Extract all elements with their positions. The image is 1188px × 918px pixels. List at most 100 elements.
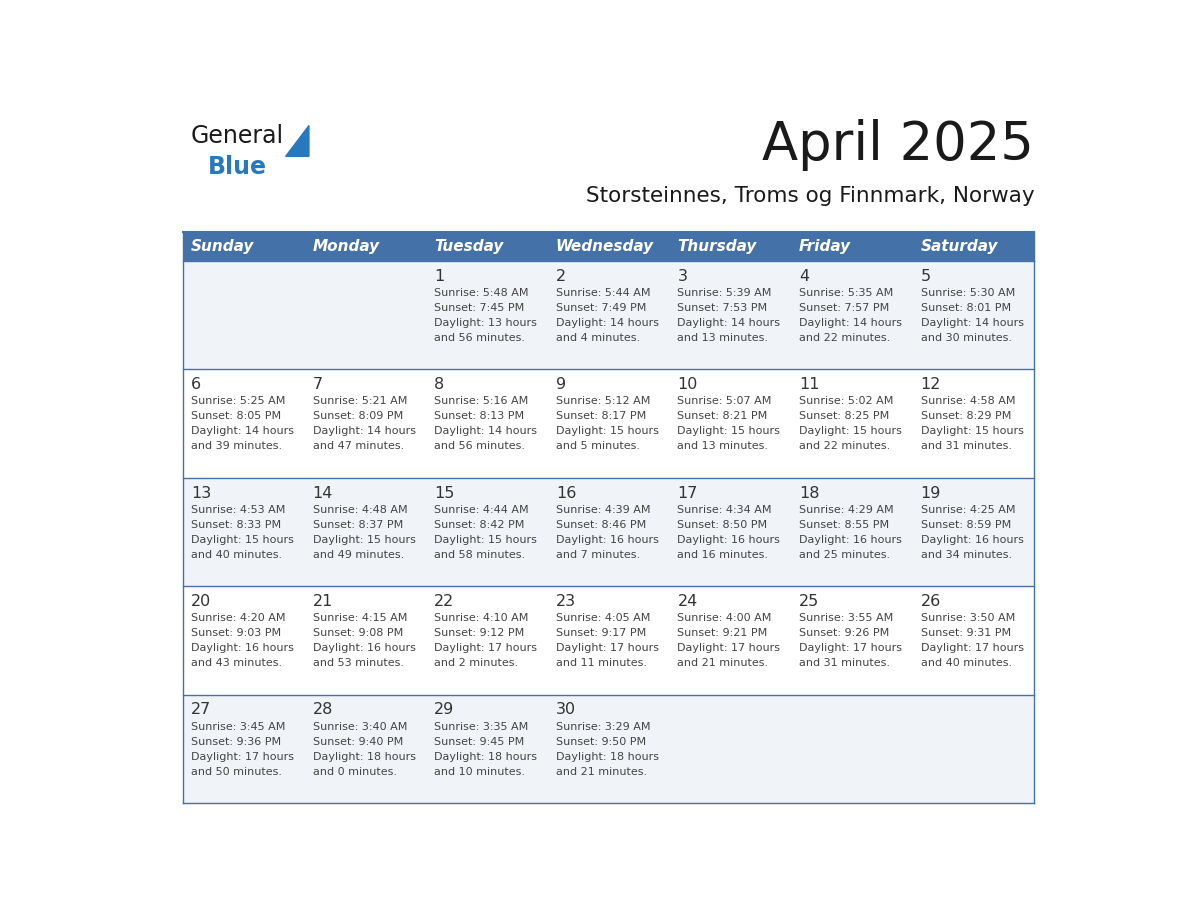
Text: Daylight: 17 hours: Daylight: 17 hours [921,644,1024,654]
Text: Sunrise: 5:25 AM: Sunrise: 5:25 AM [191,397,285,407]
Text: Sunrise: 3:45 AM: Sunrise: 3:45 AM [191,722,285,732]
Text: 30: 30 [556,702,576,718]
Text: and 21 minutes.: and 21 minutes. [677,658,769,668]
Text: and 11 minutes.: and 11 minutes. [556,658,646,668]
Text: Daylight: 15 hours: Daylight: 15 hours [921,427,1023,436]
Text: Sunrise: 4:48 AM: Sunrise: 4:48 AM [312,505,407,515]
Text: Daylight: 14 hours: Daylight: 14 hours [435,427,537,436]
Text: Sunset: 7:53 PM: Sunset: 7:53 PM [677,303,767,313]
Text: Daylight: 14 hours: Daylight: 14 hours [191,427,295,436]
Text: and 22 minutes.: and 22 minutes. [800,333,890,343]
Text: Thursday: Thursday [677,239,757,254]
Text: Daylight: 14 hours: Daylight: 14 hours [921,318,1024,328]
Text: Sunset: 8:01 PM: Sunset: 8:01 PM [921,303,1011,313]
Text: Sunset: 9:36 PM: Sunset: 9:36 PM [191,737,282,746]
Text: and 47 minutes.: and 47 minutes. [312,442,404,452]
Text: Sunset: 8:33 PM: Sunset: 8:33 PM [191,520,282,530]
Text: 2: 2 [556,269,565,284]
Text: 29: 29 [435,702,455,718]
Text: and 5 minutes.: and 5 minutes. [556,442,640,452]
Text: Sunrise: 5:07 AM: Sunrise: 5:07 AM [677,397,772,407]
Text: Wednesday: Wednesday [556,239,653,254]
Text: 23: 23 [556,594,576,609]
Text: Sunrise: 5:16 AM: Sunrise: 5:16 AM [435,397,529,407]
Text: Sunrise: 4:10 AM: Sunrise: 4:10 AM [435,613,529,623]
Text: Daylight: 18 hours: Daylight: 18 hours [312,752,416,762]
Text: Daylight: 16 hours: Daylight: 16 hours [800,535,902,545]
Text: and 13 minutes.: and 13 minutes. [677,442,769,452]
Text: and 49 minutes.: and 49 minutes. [312,550,404,560]
Text: Blue: Blue [208,155,267,179]
Text: 11: 11 [800,377,820,392]
Text: Sunrise: 4:44 AM: Sunrise: 4:44 AM [435,505,529,515]
Text: Daylight: 17 hours: Daylight: 17 hours [435,644,537,654]
Text: and 31 minutes.: and 31 minutes. [921,442,1011,452]
Text: Sunset: 8:09 PM: Sunset: 8:09 PM [312,411,403,421]
Text: Sunrise: 5:48 AM: Sunrise: 5:48 AM [435,288,529,298]
Text: 21: 21 [312,594,333,609]
Text: and 0 minutes.: and 0 minutes. [312,767,397,777]
Text: Daylight: 17 hours: Daylight: 17 hours [800,644,902,654]
Bar [183,261,1035,370]
Text: Sunset: 9:21 PM: Sunset: 9:21 PM [677,628,767,638]
Text: Sunset: 9:40 PM: Sunset: 9:40 PM [312,737,403,746]
Text: Daylight: 17 hours: Daylight: 17 hours [556,644,659,654]
Text: Daylight: 16 hours: Daylight: 16 hours [556,535,658,545]
Text: Friday: Friday [800,239,851,254]
Text: Sunrise: 4:34 AM: Sunrise: 4:34 AM [677,505,772,515]
Text: Daylight: 13 hours: Daylight: 13 hours [435,318,537,328]
Text: Sunrise: 5:12 AM: Sunrise: 5:12 AM [556,397,650,407]
Text: 17: 17 [677,486,697,500]
Text: 12: 12 [921,377,941,392]
Text: Sunrise: 4:25 AM: Sunrise: 4:25 AM [921,505,1015,515]
Text: 4: 4 [800,269,809,284]
Text: 18: 18 [800,486,820,500]
Text: and 10 minutes.: and 10 minutes. [435,767,525,777]
Text: Sunset: 8:17 PM: Sunset: 8:17 PM [556,411,646,421]
Bar [183,232,1035,261]
Bar [183,370,1035,478]
Text: 25: 25 [800,594,820,609]
Text: Sunrise: 3:29 AM: Sunrise: 3:29 AM [556,722,650,732]
Text: Daylight: 14 hours: Daylight: 14 hours [312,427,416,436]
Text: Daylight: 15 hours: Daylight: 15 hours [800,427,902,436]
Text: Sunrise: 4:58 AM: Sunrise: 4:58 AM [921,397,1015,407]
Text: 10: 10 [677,377,697,392]
Text: 3: 3 [677,269,688,284]
Text: and 34 minutes.: and 34 minutes. [921,550,1012,560]
Text: and 40 minutes.: and 40 minutes. [921,658,1012,668]
Bar [183,695,1035,803]
Text: and 43 minutes.: and 43 minutes. [191,658,283,668]
Text: Storsteinnes, Troms og Finnmark, Norway: Storsteinnes, Troms og Finnmark, Norway [586,185,1035,206]
Text: 16: 16 [556,486,576,500]
Text: Daylight: 18 hours: Daylight: 18 hours [556,752,659,762]
Text: Sunset: 8:13 PM: Sunset: 8:13 PM [435,411,524,421]
Text: Sunset: 8:29 PM: Sunset: 8:29 PM [921,411,1011,421]
Text: Daylight: 14 hours: Daylight: 14 hours [677,318,781,328]
Text: and 31 minutes.: and 31 minutes. [800,658,890,668]
Text: Sunrise: 3:40 AM: Sunrise: 3:40 AM [312,722,407,732]
Text: and 22 minutes.: and 22 minutes. [800,442,890,452]
Text: Sunrise: 5:21 AM: Sunrise: 5:21 AM [312,397,407,407]
Text: Saturday: Saturday [921,239,998,254]
Text: Sunset: 8:55 PM: Sunset: 8:55 PM [800,520,889,530]
Polygon shape [285,126,309,156]
Text: April 2025: April 2025 [763,119,1035,172]
Text: Sunset: 9:31 PM: Sunset: 9:31 PM [921,628,1011,638]
Text: Sunset: 8:46 PM: Sunset: 8:46 PM [556,520,646,530]
Text: Sunrise: 3:55 AM: Sunrise: 3:55 AM [800,613,893,623]
Text: 6: 6 [191,377,201,392]
Text: 24: 24 [677,594,697,609]
Text: 26: 26 [921,594,941,609]
Text: 8: 8 [435,377,444,392]
Text: Daylight: 16 hours: Daylight: 16 hours [921,535,1023,545]
Text: Sunday: Sunday [191,239,254,254]
Text: Sunset: 8:50 PM: Sunset: 8:50 PM [677,520,767,530]
Text: Daylight: 14 hours: Daylight: 14 hours [800,318,902,328]
Text: Monday: Monday [312,239,380,254]
Text: and 25 minutes.: and 25 minutes. [800,550,890,560]
Text: Sunrise: 5:30 AM: Sunrise: 5:30 AM [921,288,1015,298]
Text: 14: 14 [312,486,333,500]
Text: Sunset: 9:17 PM: Sunset: 9:17 PM [556,628,646,638]
Text: Sunset: 9:26 PM: Sunset: 9:26 PM [800,628,889,638]
